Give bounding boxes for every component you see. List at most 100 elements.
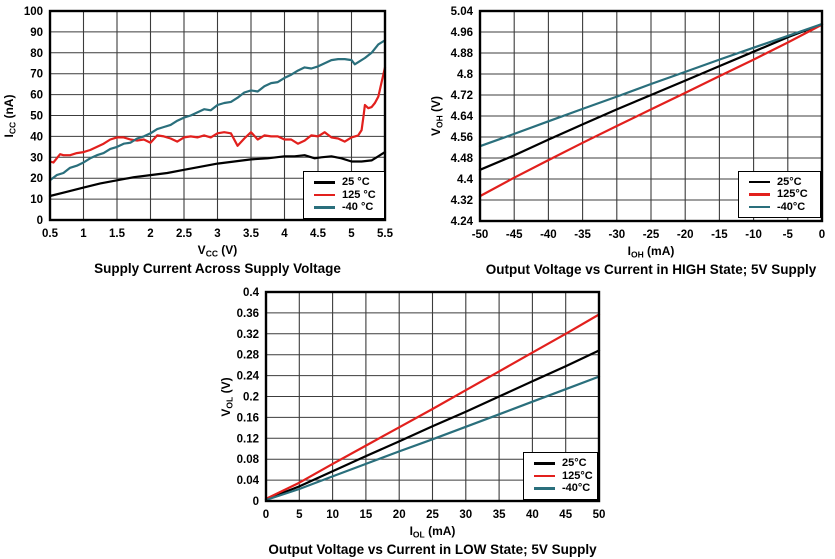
y-tick-label: 4.48 (451, 153, 474, 165)
y-tick-label: 90 (30, 27, 43, 39)
x-tick-label: 0 (263, 509, 269, 521)
legend-line-swatch (314, 193, 335, 197)
legend-line-swatch (534, 474, 555, 478)
legend-line-swatch (749, 193, 770, 196)
legend-item: 25 °C (314, 175, 380, 188)
legend-item: 25°C (749, 175, 816, 188)
x-tick-label: 5.5 (377, 228, 394, 240)
y-tick-label: 80 (30, 48, 43, 60)
y-tick-label: 0.2 (243, 392, 259, 404)
x-tick-label: 30 (459, 509, 472, 521)
series-line (264, 349, 601, 501)
y-axis-title-symbol: V (219, 408, 233, 417)
y-tick-label: 4.24 (451, 216, 474, 228)
y-tick-label: 0 (253, 496, 259, 508)
y-tick-label: 30 (30, 152, 43, 164)
y-tick-label: 0.4 (243, 287, 260, 299)
x-tick-label: 2 (147, 228, 153, 240)
series-line (48, 66, 387, 164)
x-tick-label: 50 (593, 509, 606, 521)
legend-line-swatch (534, 487, 555, 491)
legend-label: 25°C (562, 456, 587, 469)
series-line (478, 23, 824, 148)
x-tick-label: 1.5 (109, 228, 126, 240)
x-tick-label: 0 (819, 229, 825, 241)
x-axis-title-units: (mA) (424, 524, 456, 538)
series-line (48, 39, 387, 182)
legend-label: -40°C (562, 482, 591, 495)
y-axis-title-units: (V) (429, 95, 443, 116)
x-axis-title-units: (V) (217, 243, 238, 257)
legend-label: 125°C (777, 188, 808, 200)
legend-line-swatch (314, 206, 335, 210)
y-tick-label: 0.16 (237, 412, 259, 424)
x-axis-title-subscript: OL (412, 529, 425, 540)
x-axis-title-units: (mA) (643, 244, 675, 258)
y-axis-title: ICC (nA) (2, 94, 18, 137)
x-tick-label: -5 (783, 229, 794, 241)
x-tick-label: 0.5 (42, 228, 59, 240)
voh-plot: -50 -45 -40 -35 -30 -25 -20 -15 -10 -5 04.244.324.… (451, 6, 826, 241)
vol-plot: 0 5 10 15 20 25 30 35 40 45 50 0 0.04 0.08 0.12 0.16 0.2… (237, 287, 606, 521)
legend: 25°C 125°C -40°C (523, 452, 598, 500)
legend-label: 25 °C (342, 175, 370, 188)
y-tick-label: 4.72 (451, 90, 473, 102)
y-tick-label: 40 (30, 131, 43, 143)
y-axis-title-subscript: CC (7, 121, 18, 134)
y-tick-label: 0.28 (237, 350, 260, 362)
plot-border (478, 9, 824, 223)
legend: 25°C 125°C -40°C (738, 171, 821, 218)
legend-line-swatch (314, 180, 335, 184)
y-tick-label: 0.12 (237, 433, 259, 445)
legend-line-swatch (534, 461, 555, 465)
legend-item: 125°C (534, 470, 593, 482)
x-axis-title-subscript: OH (630, 249, 644, 260)
x-tick-label: 25 (426, 509, 439, 521)
y-axis-title: VOL (V) (219, 376, 235, 417)
x-tick-label: 40 (526, 509, 539, 521)
legend: 25 °C 125 °C -40 °C (303, 171, 385, 219)
y-axis-title-units: (V) (219, 376, 233, 397)
legend-item: -40°C (749, 201, 816, 213)
x-tick-label: -30 (608, 229, 625, 241)
legend-label: -40 °C (342, 201, 374, 214)
legend-item: 125°C (749, 189, 816, 200)
x-tick-label: -10 (745, 229, 762, 241)
x-tick-label: 45 (559, 509, 572, 521)
y-tick-label: 60 (30, 90, 43, 102)
supply-current-plot: 0.5 1 1.5 2 2.5 3 3.5 4 4.5 5 5.5 0 10 20 30 40 50 60 70 80… (24, 6, 394, 240)
y-tick-label: 70 (30, 69, 43, 81)
plot-border (264, 290, 601, 503)
y-tick-label: 4.64 (451, 111, 474, 123)
legend-line-swatch (749, 205, 770, 209)
y-tick-label: 50 (30, 111, 43, 123)
chart-supply-current: 0.5 1 1.5 2 2.5 3 3.5 4 4.5 5 5.5 0 10 20 30 40 50 60 70 80… (0, 0, 418, 282)
chart-title: Output Voltage vs Current in HIGH State;… (485, 262, 817, 277)
y-tick-label: 5.04 (451, 6, 474, 18)
x-tick-label: -20 (677, 229, 694, 241)
x-tick-label: 20 (393, 509, 406, 521)
x-tick-label: 35 (493, 509, 506, 521)
x-axis-title: IOH (mA) (628, 245, 675, 259)
series-line (264, 313, 601, 500)
y-tick-label: 0.32 (237, 329, 259, 341)
series-line (264, 375, 601, 502)
y-tick-label: 0.24 (237, 371, 260, 383)
y-tick-label: 20 (30, 173, 43, 185)
legend-line-swatch (749, 180, 770, 184)
y-tick-label: 4.4 (457, 174, 474, 186)
legend-item: 125 °C (314, 189, 380, 201)
y-tick-label: 4.88 (451, 48, 474, 60)
y-tick-label: 0.36 (237, 308, 259, 320)
legend-label: 25°C (777, 175, 802, 188)
chart-vol-vs-iol: 0 5 10 15 20 25 30 35 40 45 50 0 0.04 0.08 0.12 0.16 0.2… (210, 282, 630, 559)
x-axis-title-symbol: I (409, 524, 413, 538)
x-axis-title: VCC (V) (198, 244, 238, 258)
x-tick-label: 4.5 (310, 228, 327, 240)
x-axis-title-symbol: I (627, 244, 631, 258)
x-tick-label: 5 (348, 228, 355, 240)
series-line (478, 23, 824, 198)
x-tick-label: 1 (80, 228, 87, 240)
x-tick-label: 4 (281, 228, 288, 240)
x-tick-label: 2.5 (176, 228, 193, 240)
